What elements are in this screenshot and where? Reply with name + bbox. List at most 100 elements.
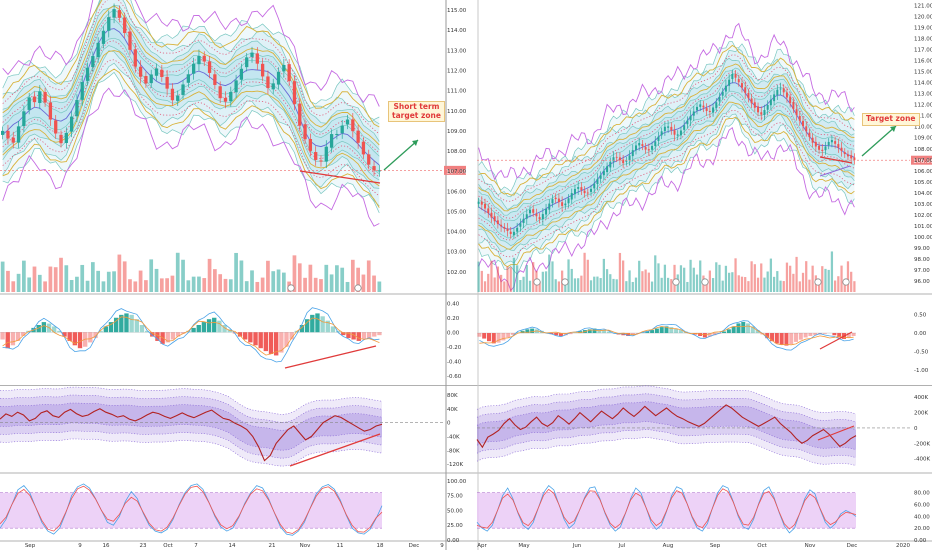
volume-bar [75, 277, 79, 292]
volume-bar [750, 261, 752, 292]
candle-body [744, 87, 746, 93]
momentum-bar [367, 332, 371, 338]
momentum-bar [808, 333, 812, 336]
candle-body [619, 157, 621, 160]
y-tick-label: 20.00 [914, 526, 930, 532]
volume-bar [367, 260, 371, 292]
candle-body [661, 131, 663, 135]
volume-bar [603, 259, 605, 292]
volume-bar [712, 278, 714, 292]
x-tick-label: Apr [477, 543, 487, 549]
candle-body [638, 143, 640, 145]
volume-bar [176, 253, 180, 292]
candle-body [526, 214, 528, 218]
x-tick-label: 2020 [896, 543, 910, 549]
volume-bar [255, 282, 259, 292]
candle-body [667, 126, 669, 127]
volume-bar [738, 275, 740, 292]
momentum-bar [191, 328, 195, 332]
candle-body [657, 137, 659, 141]
candle-body [641, 144, 643, 146]
y-tick-label: 102.00 [914, 213, 932, 219]
y-tick-label: -0.20 [447, 345, 462, 351]
volume-bar [266, 261, 270, 292]
candle-body [144, 76, 147, 83]
volume-bar [696, 275, 698, 292]
momentum-bar [530, 329, 534, 333]
volume-bar [171, 276, 175, 292]
candle-body [54, 120, 57, 133]
volume-bar [202, 278, 206, 292]
volume-bar [298, 263, 302, 292]
volume-bar [303, 278, 307, 292]
y-tick-label: 112.00 [447, 68, 467, 74]
candle-body [309, 139, 312, 151]
y-tick-label: 113.00 [447, 48, 467, 54]
y-tick-label: 0.40 [447, 301, 460, 307]
momentum-bar [727, 329, 731, 333]
stochastic-zone [0, 493, 382, 528]
volume-bar [638, 261, 640, 292]
volume-bar [731, 272, 733, 292]
candle-body [645, 147, 647, 150]
candle-body [606, 166, 608, 172]
event-marker [355, 285, 361, 291]
volume-bar [1, 262, 5, 292]
candle-body [288, 64, 291, 81]
x-tick-label: Oct [757, 543, 767, 549]
candle-body [266, 76, 269, 88]
volume-bar [641, 271, 643, 292]
target-zone-label: Target zone [866, 115, 916, 124]
x-tick-label: Dec [409, 543, 420, 549]
x-tick-label: 18 [377, 543, 384, 549]
candle-body [529, 210, 531, 213]
candle-body [272, 83, 275, 89]
candle-body [510, 232, 512, 234]
volume-bar [224, 279, 228, 292]
y-tick-label: 106.00 [914, 169, 932, 175]
y-tick-label: 108.00 [447, 149, 467, 155]
candle-body [234, 80, 237, 92]
candle-body [351, 119, 354, 131]
candle-body [208, 61, 211, 73]
x-tick-label: 7 [194, 543, 198, 549]
candle-body [757, 106, 759, 112]
candle-body [43, 92, 46, 103]
momentum-bar [736, 323, 740, 333]
volume-bar [635, 278, 637, 292]
candle-body [81, 82, 84, 100]
y-tick-label: 60.00 [914, 503, 930, 509]
candle-body [107, 17, 110, 31]
volume-bar [490, 261, 492, 292]
volume-bar [670, 279, 672, 292]
candle-body [192, 64, 195, 74]
volume-bar [792, 274, 794, 292]
momentum-bar [42, 322, 46, 332]
candle-body [616, 157, 618, 158]
short-term-target-callout: Short term target zone [388, 101, 445, 122]
volume-bar [192, 277, 196, 292]
x-tick-label: Jul [618, 543, 626, 549]
volume-bar [600, 278, 602, 292]
momentum-bar [784, 333, 788, 346]
volume-bar [133, 281, 137, 292]
candle-body [535, 214, 537, 216]
candle-body [587, 193, 589, 194]
volume-bar [11, 281, 15, 292]
candle-body [821, 150, 823, 151]
candle-body [356, 131, 359, 143]
volume-bar [718, 265, 720, 292]
y-tick-label: 0.00 [914, 538, 927, 544]
candle-body [319, 160, 322, 161]
volume-bar [795, 257, 797, 292]
y-tick-label: 0 [914, 426, 918, 432]
candle-body [256, 53, 259, 63]
y-tick-label: 101.00 [914, 224, 932, 230]
momentum-bar [129, 315, 133, 332]
candle-body [680, 131, 682, 136]
candle-body [747, 93, 749, 98]
candle-body [481, 202, 483, 205]
candle-body [808, 133, 810, 137]
candle-body [564, 204, 566, 206]
